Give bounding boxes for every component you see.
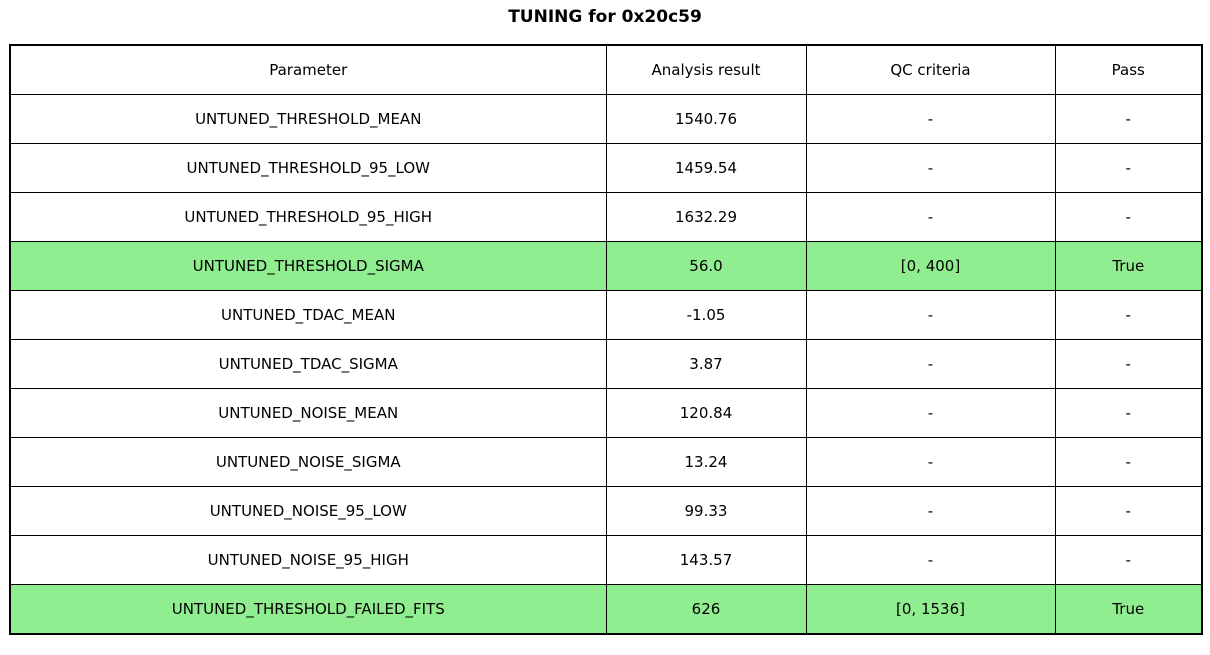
table-row: UNTUNED_THRESHOLD_MEAN 1540.76 - - [9, 94, 1203, 144]
cell-qc-criteria: - [805, 535, 1056, 585]
cell-parameter: UNTUNED_TDAC_SIGMA [9, 339, 607, 389]
cell-analysis-result: -1.05 [605, 290, 807, 340]
cell-analysis-result: 626 [605, 584, 807, 635]
cell-qc-criteria: - [805, 290, 1056, 340]
table-row: UNTUNED_THRESHOLD_95_HIGH 1632.29 - - [9, 192, 1203, 242]
cell-analysis-result: 3.87 [605, 339, 807, 389]
cell-qc-criteria: - [805, 94, 1056, 144]
cell-analysis-result: 56.0 [605, 241, 807, 291]
table-row: UNTUNED_TDAC_SIGMA 3.87 - - [9, 339, 1203, 389]
table-row: UNTUNED_NOISE_MEAN 120.84 - - [9, 388, 1203, 438]
table-row: UNTUNED_NOISE_95_HIGH 143.57 - - [9, 535, 1203, 585]
cell-analysis-result: 143.57 [605, 535, 807, 585]
table-body: UNTUNED_THRESHOLD_MEAN 1540.76 - - UNTUN… [9, 94, 1203, 635]
table-row: UNTUNED_THRESHOLD_95_LOW 1459.54 - - [9, 143, 1203, 193]
header-row: Parameter Analysis result QC criteria Pa… [9, 44, 1203, 95]
table-header: Parameter Analysis result QC criteria Pa… [9, 44, 1203, 95]
header-cell-qc-criteria: QC criteria [805, 44, 1056, 95]
cell-pass: - [1054, 339, 1203, 389]
cell-qc-criteria: - [805, 192, 1056, 242]
cell-analysis-result: 99.33 [605, 486, 807, 536]
cell-qc-criteria: [0, 1536] [805, 584, 1056, 635]
cell-qc-criteria: - [805, 339, 1056, 389]
cell-pass: - [1054, 143, 1203, 193]
header-cell-analysis-result: Analysis result [605, 44, 807, 95]
cell-pass: True [1054, 584, 1203, 635]
cell-qc-criteria: - [805, 437, 1056, 487]
cell-parameter: UNTUNED_THRESHOLD_MEAN [9, 94, 607, 144]
cell-parameter: UNTUNED_NOISE_95_HIGH [9, 535, 607, 585]
cell-pass: - [1054, 437, 1203, 487]
header-cell-pass: Pass [1054, 44, 1203, 95]
cell-pass: - [1054, 290, 1203, 340]
cell-pass: True [1054, 241, 1203, 291]
table-row: UNTUNED_TDAC_MEAN -1.05 - - [9, 290, 1203, 340]
cell-analysis-result: 1459.54 [605, 143, 807, 193]
cell-qc-criteria: - [805, 388, 1056, 438]
table-row: UNTUNED_NOISE_SIGMA 13.24 - - [9, 437, 1203, 487]
cell-qc-criteria: - [805, 143, 1056, 193]
header-cell-parameter: Parameter [9, 44, 607, 95]
cell-analysis-result: 13.24 [605, 437, 807, 487]
cell-parameter: UNTUNED_NOISE_SIGMA [9, 437, 607, 487]
cell-parameter: UNTUNED_THRESHOLD_95_LOW [9, 143, 607, 193]
figure-title: TUNING for 0x20c59 [508, 7, 702, 27]
cell-analysis-result: 1540.76 [605, 94, 807, 144]
table-row: UNTUNED_THRESHOLD_FAILED_FITS 626 [0, 15… [9, 584, 1203, 635]
table-row: UNTUNED_THRESHOLD_SIGMA 56.0 [0, 400] Tr… [9, 241, 1203, 291]
cell-pass: - [1054, 388, 1203, 438]
qc-results-table: Parameter Analysis result QC criteria Pa… [9, 44, 1203, 635]
cell-pass: - [1054, 535, 1203, 585]
cell-analysis-result: 1632.29 [605, 192, 807, 242]
cell-parameter: UNTUNED_NOISE_MEAN [9, 388, 607, 438]
cell-pass: - [1054, 94, 1203, 144]
cell-qc-criteria: [0, 400] [805, 241, 1056, 291]
cell-pass: - [1054, 192, 1203, 242]
cell-pass: - [1054, 486, 1203, 536]
cell-qc-criteria: - [805, 486, 1056, 536]
cell-parameter: UNTUNED_TDAC_MEAN [9, 290, 607, 340]
cell-parameter: UNTUNED_THRESHOLD_95_HIGH [9, 192, 607, 242]
cell-parameter: UNTUNED_THRESHOLD_FAILED_FITS [9, 584, 607, 635]
cell-analysis-result: 120.84 [605, 388, 807, 438]
cell-parameter: UNTUNED_THRESHOLD_SIGMA [9, 241, 607, 291]
table-row: UNTUNED_NOISE_95_LOW 99.33 - - [9, 486, 1203, 536]
cell-parameter: UNTUNED_NOISE_95_LOW [9, 486, 607, 536]
